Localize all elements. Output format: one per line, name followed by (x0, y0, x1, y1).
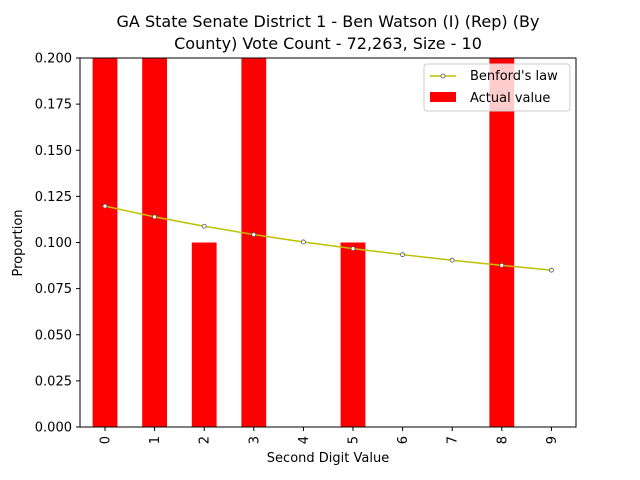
benford-line (104, 205, 552, 271)
benford-point-5 (350, 246, 356, 251)
benford-point-2 (201, 223, 207, 229)
bar-8 (489, 58, 515, 427)
bar-series (92, 58, 515, 427)
x-tick-label: 4 (297, 436, 312, 444)
benford-point-4 (300, 239, 306, 245)
bar-5 (340, 242, 366, 427)
x-axis-label: Second Digit Value (267, 451, 389, 466)
y-axis-label: Proportion (11, 209, 26, 276)
benford-point-7 (449, 257, 455, 263)
y-tick-label: 0.050 (35, 328, 72, 343)
y-tick-label: 0.125 (35, 190, 72, 205)
y-tick-label: 0.075 (35, 282, 72, 297)
y-tick-label: 0.150 (35, 144, 72, 159)
chart-title-line-1: GA State Senate District 1 - Ben Watson … (117, 12, 540, 31)
legend-box (423, 63, 571, 112)
x-tick-label: 3 (247, 436, 262, 444)
y-tick-label: 0.100 (35, 236, 72, 251)
legend-label-actual: Actual value (470, 91, 550, 106)
y-tick-label: 0.025 (35, 374, 72, 389)
y-tick-label: 0.200 (35, 52, 72, 67)
legend-label-benford: Benford's law (470, 69, 558, 84)
benford-point-3 (251, 232, 257, 237)
x-tick-label: 5 (347, 436, 362, 444)
benford-point-8 (499, 262, 505, 268)
x-tick-label: 7 (446, 436, 461, 444)
benford-point-9 (549, 267, 554, 273)
legend-line-marker (440, 73, 446, 79)
x-axis: 0 1 2 3 4 5 6 7 8 9 (99, 427, 560, 444)
y-tick-label: 0.000 (35, 421, 72, 436)
benford-point-0 (102, 203, 108, 209)
legend: Benford's law Actual value (423, 63, 571, 112)
bar-0 (92, 58, 118, 427)
y-axis: 0.000 0.025 0.050 0.075 0.100 0.125 0.150 0.175… (35, 52, 80, 436)
bar-2 (191, 242, 217, 427)
x-tick-label: 0 (99, 436, 114, 444)
x-tick-label: 9 (545, 436, 560, 444)
x-tick-label: 1 (148, 436, 163, 444)
line-series (102, 203, 554, 273)
y-tick-label: 0.175 (35, 98, 72, 113)
x-tick-label: 6 (396, 436, 411, 444)
bar-3 (241, 58, 267, 427)
x-tick-label: 8 (495, 436, 510, 444)
benford-point-6 (400, 252, 406, 258)
legend-bar-swatch (430, 92, 456, 102)
chart-title-line-2: County) Vote Count - 72,263, Size - 10 (174, 34, 482, 53)
benford-point-1 (152, 214, 158, 220)
bar-1 (142, 58, 167, 427)
x-tick-label: 2 (198, 436, 213, 444)
